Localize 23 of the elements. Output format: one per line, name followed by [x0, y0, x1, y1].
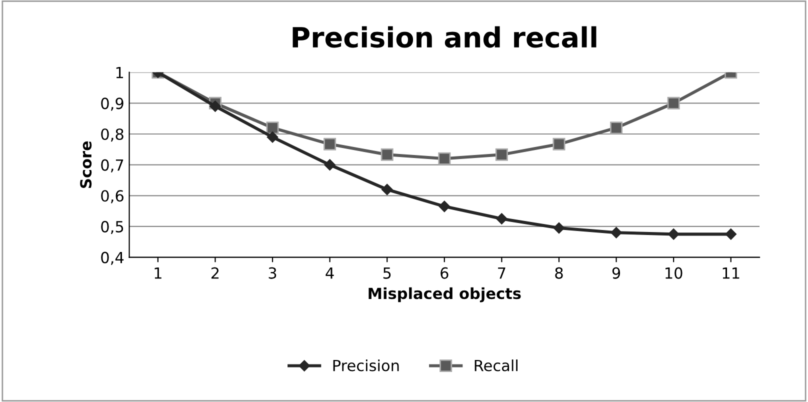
y-tick-label: 1: [116, 67, 124, 78]
x-tick-label: 3: [268, 267, 276, 279]
x-tick-label: 2: [211, 267, 219, 279]
y-tick-label: 0,4: [101, 252, 124, 265]
legend-label: Precision: [333, 359, 399, 372]
chart-title: Precision and recall: [292, 26, 596, 48]
x-tick-label: 8: [555, 267, 563, 279]
x-tick-label: 4: [326, 267, 334, 279]
y-tick-label: 0,6: [101, 190, 124, 204]
y-tick-label: 0,7: [101, 159, 124, 172]
x-tick-label: 7: [498, 267, 506, 279]
x-tick-label: 9: [612, 267, 620, 279]
x-tick-label: 6: [440, 267, 448, 279]
y-tick-label: 0,5: [101, 220, 124, 234]
x-tick-label: 5: [383, 267, 391, 279]
x-tick-label: 1: [154, 267, 162, 279]
x-axis-title: Misplaced objects: [368, 287, 521, 302]
x-tick-label: 10: [666, 267, 682, 279]
y-tick-label: 0,8: [101, 128, 124, 142]
y-tick-label: 0,9: [101, 98, 124, 111]
x-tick-label: 11: [722, 267, 740, 279]
legend-label: Recall: [474, 359, 518, 372]
y-axis-title: Score: [80, 141, 92, 188]
